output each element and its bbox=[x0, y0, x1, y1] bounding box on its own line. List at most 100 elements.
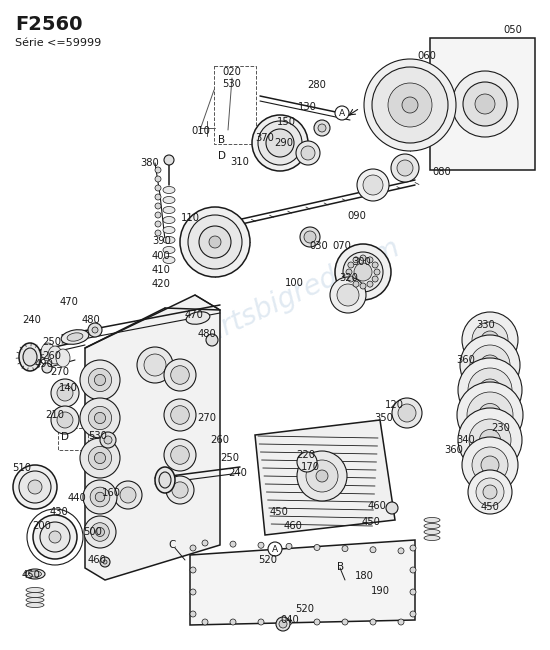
Circle shape bbox=[475, 94, 495, 114]
Circle shape bbox=[410, 567, 416, 573]
Circle shape bbox=[170, 446, 189, 464]
Circle shape bbox=[297, 452, 317, 472]
Circle shape bbox=[88, 323, 102, 337]
Text: 190: 190 bbox=[371, 586, 390, 596]
Text: 290: 290 bbox=[274, 138, 293, 148]
Circle shape bbox=[398, 404, 416, 422]
Circle shape bbox=[397, 160, 413, 176]
Text: 460: 460 bbox=[88, 555, 107, 565]
Text: 140: 140 bbox=[59, 383, 78, 393]
Circle shape bbox=[372, 262, 378, 268]
Circle shape bbox=[155, 185, 161, 191]
Ellipse shape bbox=[424, 517, 440, 523]
Circle shape bbox=[457, 382, 523, 448]
Text: 250: 250 bbox=[220, 453, 239, 463]
Circle shape bbox=[372, 67, 448, 143]
Text: 110: 110 bbox=[181, 213, 200, 223]
Circle shape bbox=[348, 276, 354, 282]
Ellipse shape bbox=[29, 571, 41, 577]
Circle shape bbox=[458, 358, 522, 422]
Circle shape bbox=[402, 97, 418, 113]
Circle shape bbox=[372, 276, 378, 282]
Text: 300: 300 bbox=[352, 257, 371, 267]
Text: 370: 370 bbox=[255, 133, 274, 143]
Circle shape bbox=[155, 194, 161, 200]
Circle shape bbox=[155, 176, 161, 182]
Circle shape bbox=[460, 335, 520, 395]
Circle shape bbox=[463, 82, 507, 126]
Circle shape bbox=[100, 557, 110, 567]
Text: 260: 260 bbox=[42, 351, 61, 361]
Circle shape bbox=[363, 175, 383, 195]
Text: 420: 420 bbox=[152, 279, 171, 289]
Text: 350: 350 bbox=[374, 413, 393, 423]
Circle shape bbox=[258, 542, 264, 548]
Text: 460: 460 bbox=[284, 521, 303, 531]
Circle shape bbox=[337, 284, 359, 306]
Text: 230: 230 bbox=[491, 423, 510, 433]
Circle shape bbox=[458, 408, 522, 472]
Circle shape bbox=[364, 59, 456, 151]
Circle shape bbox=[357, 169, 389, 201]
Circle shape bbox=[33, 515, 77, 559]
Circle shape bbox=[348, 262, 354, 268]
Circle shape bbox=[164, 359, 196, 391]
Text: 160: 160 bbox=[102, 488, 121, 498]
Circle shape bbox=[95, 452, 106, 463]
Circle shape bbox=[268, 542, 282, 556]
Circle shape bbox=[188, 215, 242, 269]
Bar bbox=[58, 428, 88, 450]
Text: D: D bbox=[218, 151, 226, 161]
Circle shape bbox=[51, 406, 79, 434]
Circle shape bbox=[398, 548, 404, 554]
Text: 090: 090 bbox=[347, 211, 366, 221]
Circle shape bbox=[170, 406, 189, 424]
Circle shape bbox=[190, 611, 196, 617]
Circle shape bbox=[410, 611, 416, 617]
Circle shape bbox=[467, 392, 513, 438]
Ellipse shape bbox=[163, 216, 175, 224]
Circle shape bbox=[410, 545, 416, 551]
Text: 100: 100 bbox=[285, 278, 304, 288]
Text: 040: 040 bbox=[280, 615, 299, 625]
Text: C: C bbox=[168, 540, 175, 550]
Text: B: B bbox=[218, 135, 226, 145]
Ellipse shape bbox=[25, 569, 45, 579]
Polygon shape bbox=[190, 540, 415, 625]
Text: 480: 480 bbox=[198, 329, 217, 339]
Circle shape bbox=[410, 589, 416, 595]
Circle shape bbox=[95, 412, 106, 424]
Circle shape bbox=[190, 545, 196, 551]
Circle shape bbox=[353, 281, 359, 287]
Text: 270: 270 bbox=[50, 367, 69, 377]
Circle shape bbox=[335, 244, 391, 300]
Circle shape bbox=[470, 345, 510, 385]
Circle shape bbox=[144, 354, 166, 376]
Circle shape bbox=[258, 121, 302, 165]
Circle shape bbox=[342, 545, 348, 552]
Text: 410: 410 bbox=[152, 265, 171, 275]
Circle shape bbox=[89, 369, 112, 391]
Circle shape bbox=[155, 221, 161, 227]
Circle shape bbox=[266, 129, 294, 157]
Ellipse shape bbox=[26, 593, 44, 597]
Text: Série <=59999: Série <=59999 bbox=[15, 38, 101, 48]
Text: 260: 260 bbox=[210, 435, 229, 445]
Circle shape bbox=[57, 412, 73, 428]
Text: 470: 470 bbox=[60, 297, 79, 307]
Circle shape bbox=[202, 540, 208, 546]
Text: 070: 070 bbox=[332, 241, 351, 251]
Ellipse shape bbox=[23, 348, 37, 366]
Text: 310: 310 bbox=[230, 157, 249, 167]
Text: 170: 170 bbox=[301, 462, 320, 472]
Circle shape bbox=[155, 230, 161, 236]
Text: 150: 150 bbox=[277, 117, 296, 127]
Ellipse shape bbox=[67, 333, 83, 341]
Circle shape bbox=[95, 492, 104, 502]
Ellipse shape bbox=[163, 207, 175, 213]
Circle shape bbox=[462, 312, 518, 368]
Circle shape bbox=[96, 528, 104, 536]
Text: 490: 490 bbox=[35, 359, 54, 369]
Text: 060: 060 bbox=[417, 51, 436, 61]
Circle shape bbox=[314, 545, 320, 551]
